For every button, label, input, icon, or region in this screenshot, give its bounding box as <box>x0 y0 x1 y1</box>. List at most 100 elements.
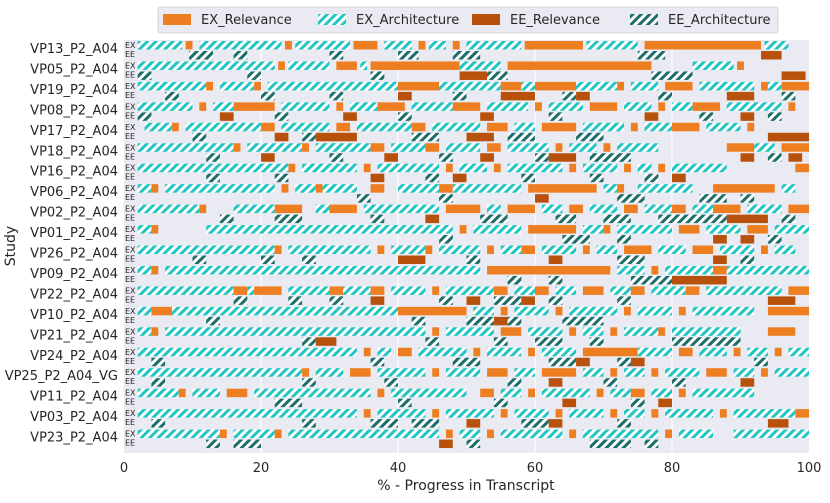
bar-VP13_P2_A04-EX-12 <box>586 41 638 50</box>
sub-label-EE-7: EE <box>125 193 135 202</box>
bar-VP16_P2_A04-EE-0 <box>206 173 220 183</box>
y-tick-label-5: VP18_P2_A04 <box>30 144 118 159</box>
bar-VP06_P2_A04-EE-0 <box>356 194 371 203</box>
bar-VP18_P2_A04-EX-0 <box>137 143 234 152</box>
bar-VP10_P2_A04-EX-4 <box>473 306 494 316</box>
bar-VP08_P2_A04-EX-14 <box>624 102 652 111</box>
bar-VP05_P2_A04-EX-4 <box>360 61 368 70</box>
bar-VP02_P2_A04-EE-4 <box>480 214 508 224</box>
bar-VP05_P2_A04-EE-0 <box>137 71 152 80</box>
y-tick-label-12: VP22_P2_A04 <box>30 287 118 302</box>
bar-VP10_P2_A04-EX-3 <box>398 306 467 316</box>
bar-VP21_P2_A04-EX-2 <box>165 327 426 336</box>
bar-VP06_P2_A04-EE-2 <box>535 194 549 203</box>
bar-VP02_P2_A04-EX-0 <box>137 204 200 214</box>
bar-VP17_P2_A04-EE-6 <box>507 132 535 142</box>
bar-VP19_P2_A04-EE-10 <box>781 91 796 101</box>
bar-VP03_P2_A04-EE-2 <box>370 419 398 428</box>
bar-VP25_P2_A04_VG-EX-14 <box>665 368 700 377</box>
bar-VP02_P2_A04-EE-0 <box>219 214 234 224</box>
legend-label-2: EE_Relevance <box>510 13 600 28</box>
x-tick-label-0: 0 <box>120 461 128 476</box>
bar-VP24_P2_A04-EE-2 <box>452 357 481 367</box>
bar-VP22_P2_A04-EX-2 <box>247 286 255 295</box>
bar-VP19_P2_A04-EX-4 <box>267 81 398 91</box>
bar-VP01_P2_A04-EX-12 <box>774 225 809 234</box>
bar-VP23_P2_A04-EX-12 <box>678 429 714 439</box>
bar-VP08_P2_A04-EX-18 <box>726 102 782 111</box>
bar-VP11_P2_A04-EE-3 <box>562 398 577 408</box>
bar-VP03_P2_A04-EX-10 <box>624 409 645 418</box>
bar-VP09_P2_A04-EX-5 <box>651 265 659 275</box>
bar-VP03_P2_A04-EX-6 <box>514 409 549 418</box>
bar-VP17_P2_A04-EE-8 <box>767 132 809 142</box>
bar-VP13_P2_A04-EX-8 <box>428 41 446 50</box>
bar-VP19_P2_A04-EX-16 <box>767 81 782 91</box>
sub-label-EX-1: EX <box>125 61 136 70</box>
sub-label-EE-17: EE <box>125 398 135 407</box>
bar-VP10_P2_A04-EX-13 <box>767 306 809 316</box>
bar-VP10_P2_A04-EE-0 <box>206 316 220 326</box>
bar-VP03_P2_A04-EX-11 <box>651 409 659 418</box>
bar-VP16_P2_A04-EE-3 <box>425 173 440 183</box>
bar-VP05_P2_A04-EX-3 <box>336 61 357 70</box>
sub-label-EE-2: EE <box>125 91 135 100</box>
bar-VP08_P2_A04-EE-1 <box>219 112 234 121</box>
bar-VP02_P2_A04-EX-9 <box>507 204 535 214</box>
bar-VP08_P2_A04-EX-7 <box>377 102 405 111</box>
y-tick-label-13: VP10_P2_A04 <box>30 308 118 323</box>
bar-VP24_P2_A04-EX-6 <box>487 347 522 357</box>
bar-VP05_P2_A04-EX-0 <box>137 61 275 70</box>
bar-VP19_P2_A04-EX-5 <box>398 81 440 91</box>
bar-VP17_P2_A04-EX-8 <box>432 122 481 132</box>
bar-VP17_P2_A04-EX-12 <box>582 122 625 132</box>
bar-VP06_P2_A04-EX-9 <box>439 184 453 193</box>
sub-label-EX-16: EX <box>125 368 136 377</box>
bar-VP11_P2_A04-EX-12 <box>610 388 631 398</box>
bar-VP25_P2_A04_VG-EX-11 <box>610 368 618 377</box>
bar-VP08_P2_A04-EX-8 <box>411 102 453 111</box>
bar-VP10_P2_A04-EX-12 <box>692 306 755 316</box>
bar-VP26_P2_A04-EX-14 <box>658 245 686 254</box>
bar-VP22_P2_A04-EX-5 <box>329 286 344 295</box>
bar-VP18_P2_A04-EX-10 <box>507 143 549 152</box>
bar-VP13_P2_A04-EE-4 <box>452 51 481 60</box>
x-axis-label: % - Progress in Transcript <box>377 478 555 494</box>
bar-VP10_P2_A04-EX-0 <box>137 306 152 316</box>
sub-label-EE-4: EE <box>125 132 135 141</box>
y-tick-label-3: VP08_P2_A04 <box>30 103 118 118</box>
bar-VP08_P2_A04-EX-11 <box>535 102 542 111</box>
bar-VP25_P2_A04_VG-EX-7 <box>487 368 508 377</box>
bar-VP17_P2_A04-EE-2 <box>302 132 316 142</box>
y-tick-label-7: VP06_P2_A04 <box>30 185 118 200</box>
bar-VP08_P2_A04-EX-12 <box>548 102 583 111</box>
bar-VP08_P2_A04-EX-6 <box>350 102 378 111</box>
bar-VP01_P2_A04-EE-5 <box>767 235 782 244</box>
bar-VP06_P2_A04-EX-14 <box>637 184 693 193</box>
bar-VP22_P2_A04-EE-9 <box>617 296 631 305</box>
bar-VP05_P2_A04-EX-7 <box>507 61 652 70</box>
bar-VP06_P2_A04-EE-1 <box>439 194 453 203</box>
bar-VP02_P2_A04-EX-1 <box>199 204 207 214</box>
bar-VP18_P2_A04-EE-2 <box>329 153 344 162</box>
bar-VP19_P2_A04-EX-11 <box>617 81 625 91</box>
bar-VP10_P2_A04-EE-3 <box>493 316 508 326</box>
bar-VP21_P2_A04-EX-11 <box>658 327 666 336</box>
bar-VP26_P2_A04-EX-18 <box>774 245 796 254</box>
bar-VP01_P2_A04-EE-1 <box>562 235 590 244</box>
bar-VP16_P2_A04-EX-11 <box>624 163 631 173</box>
bar-VP25_P2_A04_VG-EE-7 <box>740 378 755 387</box>
bar-VP24_P2_A04-EX-9 <box>582 347 638 357</box>
bar-VP09_P2_A04-EE-2 <box>630 275 672 285</box>
bar-VP13_P2_A04-EX-9 <box>452 41 460 50</box>
bar-VP24_P2_A04-EX-14 <box>747 347 768 357</box>
legend-label-0: EX_Relevance <box>201 13 292 28</box>
bar-VP01_P2_A04-EX-1 <box>151 225 159 234</box>
bar-VP22_P2_A04-EE-1 <box>288 296 303 305</box>
bar-VP22_P2_A04-EE-4 <box>439 296 453 305</box>
bar-VP02_P2_A04-EX-3 <box>274 204 303 214</box>
bar-VP17_P2_A04-EX-6 <box>356 122 412 132</box>
bar-VP05_P2_A04-EX-1 <box>278 61 285 70</box>
bar-VP05_P2_A04-EE-6 <box>781 71 806 80</box>
bar-VP02_P2_A04-EX-5 <box>329 204 357 214</box>
